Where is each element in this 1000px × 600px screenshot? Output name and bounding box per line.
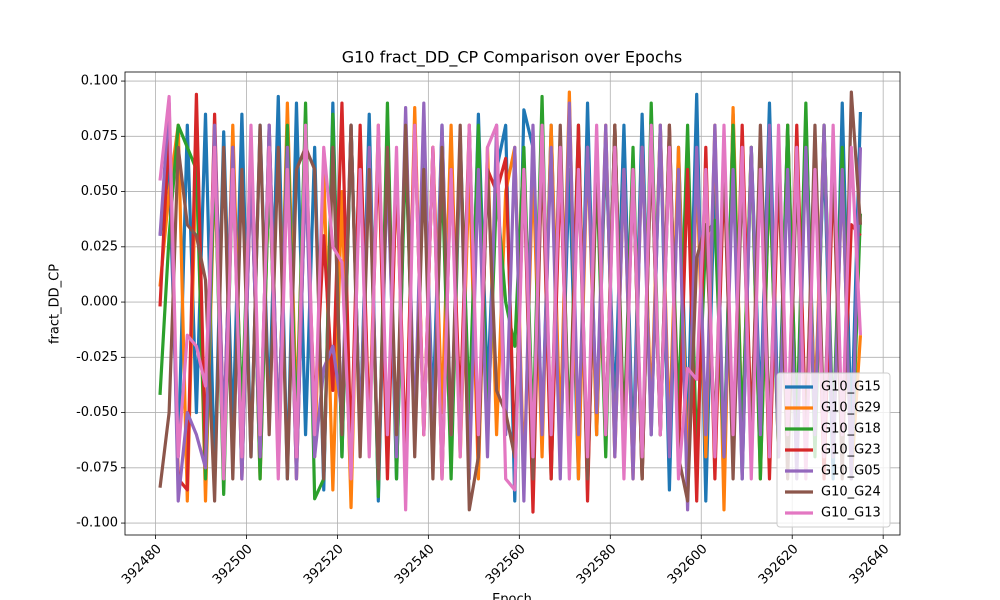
y-tick-label: -0.075 [76, 460, 118, 475]
y-axis-label: fract_DD_CP [48, 264, 63, 344]
x-tick-label: 392540 [392, 542, 438, 588]
y-tick-label: 0.050 [81, 184, 118, 199]
y-tick-label: -0.050 [76, 405, 118, 420]
x-tick-label: 392620 [756, 542, 802, 588]
chart-title: G10 fract_DD_CP Comparison over Epochs [342, 48, 682, 68]
x-tick-label: 392520 [301, 542, 347, 588]
x-tick-label: 392640 [847, 542, 893, 588]
plot-frame [124, 71, 901, 536]
series-line [158, 94, 863, 512]
legend-label: G10_G24 [821, 485, 881, 500]
y-tick-label: -0.025 [76, 350, 118, 365]
legend-label: G10_G23 [821, 443, 881, 458]
legend-label: G10_G18 [821, 422, 881, 437]
legend-label: G10_G05 [821, 464, 881, 479]
x-tick-label: 392600 [665, 542, 711, 588]
y-tick-label: 0.000 [81, 295, 118, 310]
x-tick-label: 392580 [574, 542, 620, 588]
x-tick-label: 392500 [210, 542, 256, 588]
y-tick-label: -0.100 [76, 516, 118, 531]
x-tick-label: 392560 [483, 542, 529, 588]
legend-label: G10_G13 [821, 506, 881, 521]
y-tick-label: 0.100 [81, 74, 118, 89]
legend-label: G10_G15 [821, 380, 881, 395]
x-axis-label: Epoch [492, 592, 532, 600]
x-tick-label: 392480 [119, 542, 165, 588]
legend-label: G10_G29 [821, 401, 881, 416]
legend-box [776, 372, 891, 528]
y-tick-label: 0.075 [81, 129, 118, 144]
y-tick-label: 0.025 [81, 239, 118, 254]
